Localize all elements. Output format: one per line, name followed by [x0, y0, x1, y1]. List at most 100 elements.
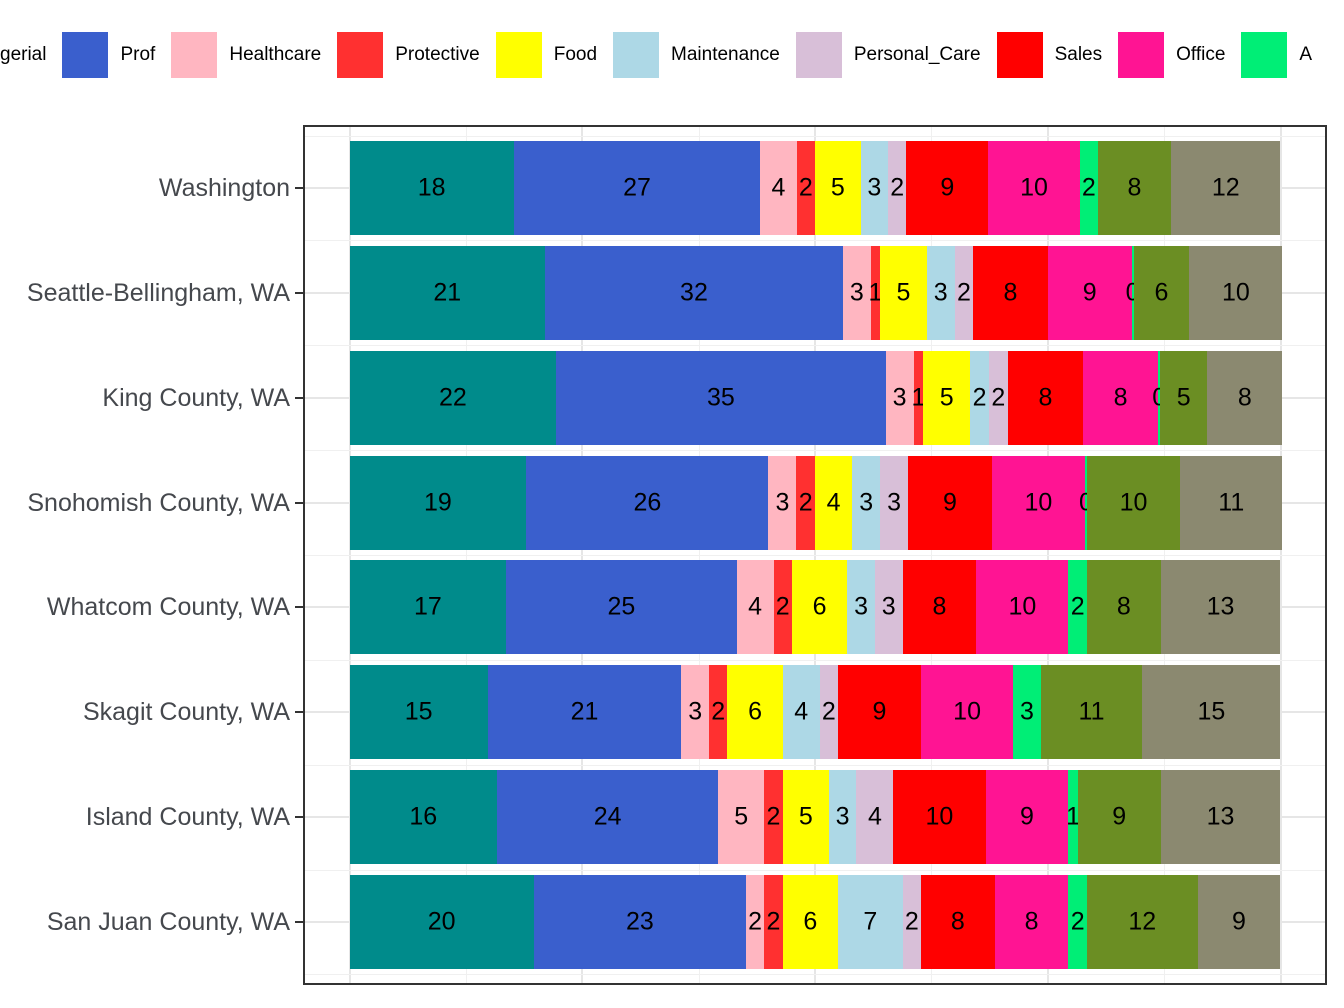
y-axis-tick [295, 606, 303, 609]
bar-segment: 5 [923, 350, 971, 445]
bar-value-label: 3 [1020, 697, 1034, 726]
bar-value-label: 9 [1020, 802, 1034, 831]
category-label: Washington [158, 174, 290, 202]
bar-value-label: 3 [881, 592, 896, 621]
bar-segment: 23 [533, 874, 746, 969]
bar-segment: 17 [349, 560, 507, 655]
bar-segment: 2 [988, 350, 1008, 445]
bar-segment: 12 [1086, 874, 1198, 969]
legend-label: Protective [395, 44, 480, 65]
legend-item-healthcare: Healthcare [171, 32, 321, 78]
bar-value-label: 8 [1116, 592, 1131, 621]
bar-value-label: 7 [863, 907, 878, 936]
y-axis-tick [295, 711, 303, 714]
bar-value-label: 6 [803, 907, 818, 936]
bar-value-label: 2 [904, 907, 919, 936]
bar-segment: 5 [782, 770, 829, 865]
legend-item-prof: Prof [62, 32, 155, 78]
bar-segment: 6 [782, 874, 839, 969]
bar-value-label: 2 [711, 697, 726, 726]
bar-value-label: 27 [623, 173, 651, 202]
bar-segment: 26 [526, 455, 769, 550]
bar-value-label: 8 [1237, 383, 1252, 412]
bar-segment: 5 [718, 770, 765, 865]
bar-segment: 2 [773, 560, 792, 655]
bar-value-label: 2 [798, 488, 813, 517]
bar-segment: 3 [842, 245, 871, 340]
bar-value-label: 5 [734, 802, 749, 831]
bar-segment: 9 [906, 141, 989, 235]
y-axis-tick [295, 816, 303, 819]
legend-swatch-icon [1118, 32, 1165, 78]
bar-value-label: 2 [775, 592, 790, 621]
bar-segment: 3 [681, 665, 709, 760]
bar-value-label: 3 [775, 488, 790, 517]
legend-item-food: Food [495, 32, 597, 78]
bar-value-label: 32 [680, 278, 708, 307]
bar-value-label: 3 [933, 278, 948, 307]
bar-segment: 4 [815, 455, 853, 550]
gridline-y-minor [305, 974, 1325, 976]
bar-value-label: 9 [943, 488, 957, 517]
bar-value-label: 25 [607, 592, 636, 621]
bar-value-label: 1 [868, 278, 883, 307]
legend-swatch-icon [613, 32, 660, 78]
y-axis-tick [295, 396, 303, 399]
bar-segment: 4 [856, 770, 894, 865]
bar-segment: 10 [893, 770, 986, 865]
bar-value-label: 10 [1008, 592, 1037, 621]
bar-value-label: 11 [1218, 488, 1245, 517]
bar-row: 19 26 3 2 4 3 3 9 10 0 10 11 [305, 455, 1325, 550]
bar-segment: 35 [556, 350, 886, 445]
plot-panel: 18 27 4 2 5 3 2 9 10 2 8 12 21 32 3 1 5 3 2 8 9 0 6 10 22 35 3 1 5 2 2… [303, 125, 1327, 985]
bar-value-label: 2 [1070, 592, 1085, 621]
bar-segment: 2 [1068, 874, 1087, 969]
legend-item-protective: Protective [337, 32, 480, 78]
bar-value-label: 5 [896, 278, 911, 307]
bar-value-label: 2 [798, 173, 813, 202]
bar-value-label: 3 [859, 488, 874, 517]
category-label: San Juan County, WA [46, 907, 290, 936]
legend-item-maintenance: Maintenance [613, 32, 780, 78]
legend-item-a: A [1241, 32, 1312, 78]
bar-value-label: 8 [1038, 383, 1053, 412]
bar-row: 18 27 4 2 5 3 2 9 10 2 8 12 [305, 141, 1325, 235]
bar-value-label: 1 [911, 383, 926, 412]
bar-value-label: 10 [1119, 488, 1148, 517]
category-label: Whatcom County, WA [46, 593, 290, 622]
legend-label: Healthcare [229, 44, 322, 65]
legend-swatch-icon [171, 32, 218, 78]
bar-segment: 2 [902, 874, 921, 969]
legend-swatch-icon [337, 32, 384, 78]
bar-segment: 9 [1077, 770, 1161, 865]
bar-value-label: 23 [625, 907, 654, 936]
bar-segment: 3 [874, 560, 903, 655]
bar-segment: 9 [1197, 874, 1281, 969]
bar-value-label: 3 [849, 278, 864, 307]
bar-segment: 2 [1068, 560, 1087, 655]
bar-segment: 9 [908, 455, 992, 550]
legend-swatch-icon [62, 32, 109, 78]
category-label: Snohomish County, WA [27, 488, 290, 517]
bar-value-label: 15 [1197, 697, 1226, 726]
bar-value-label: 2 [1081, 173, 1096, 202]
bar-value-label: 2 [821, 697, 836, 726]
y-axis-tick [295, 501, 303, 504]
bar-value-label: 5 [830, 173, 845, 202]
gridline-y-minor [305, 135, 1325, 137]
bar-segment: 9 [1047, 245, 1132, 340]
bar-value-label: 2 [956, 278, 971, 307]
legend-label: Office [1176, 44, 1226, 65]
bar-segment: 7 [838, 874, 903, 969]
bar-segment: 5 [880, 245, 927, 340]
bar-value-label: 20 [427, 907, 456, 936]
bar-segment: 15 [1142, 665, 1281, 760]
bar-segment: 2 [1079, 141, 1098, 235]
legend-label: Personal_Care [853, 44, 981, 65]
bar-value-label: 9 [1112, 802, 1127, 831]
bar-segment: 10 [991, 455, 1085, 550]
bar-segment: 3 [768, 455, 797, 550]
bar-segment: 3 [880, 455, 909, 550]
bar-value-label: 6 [1154, 278, 1169, 307]
gridline-y-minor [305, 240, 1325, 242]
